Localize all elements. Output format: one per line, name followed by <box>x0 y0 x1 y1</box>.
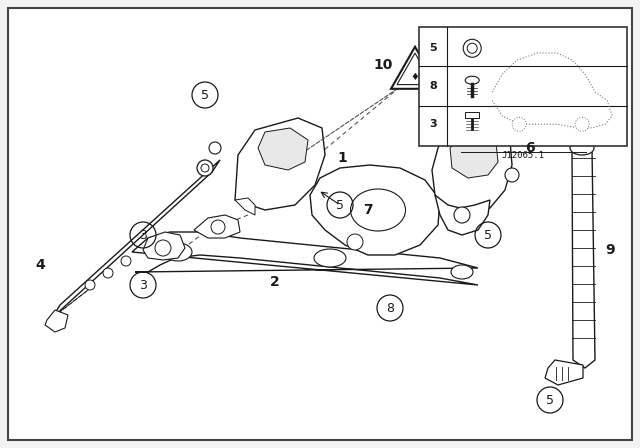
Text: 3: 3 <box>429 119 437 129</box>
Bar <box>419 27 627 146</box>
Text: 4: 4 <box>35 258 45 272</box>
Text: 2: 2 <box>270 275 280 289</box>
Circle shape <box>155 240 171 256</box>
Text: 8: 8 <box>429 81 437 91</box>
Polygon shape <box>143 232 185 260</box>
Text: 5: 5 <box>201 89 209 102</box>
Circle shape <box>575 117 589 131</box>
Text: 7: 7 <box>363 203 373 217</box>
Circle shape <box>463 39 481 57</box>
Text: 5: 5 <box>484 228 492 241</box>
Circle shape <box>211 220 225 234</box>
Circle shape <box>209 142 221 154</box>
Circle shape <box>454 207 470 223</box>
Ellipse shape <box>314 249 346 267</box>
Text: 3: 3 <box>139 228 147 241</box>
Polygon shape <box>235 198 255 215</box>
Bar <box>465 112 479 118</box>
Ellipse shape <box>451 265 473 279</box>
Polygon shape <box>435 195 490 235</box>
Text: 6: 6 <box>525 141 535 155</box>
Text: 5: 5 <box>336 198 344 211</box>
Circle shape <box>347 234 363 250</box>
Circle shape <box>512 117 526 131</box>
Text: 8: 8 <box>386 302 394 314</box>
Polygon shape <box>310 165 440 255</box>
Circle shape <box>197 160 213 176</box>
Circle shape <box>103 268 113 278</box>
Text: J12065.1: J12065.1 <box>502 151 545 160</box>
Text: ♦: ♦ <box>411 72 419 82</box>
Circle shape <box>201 164 209 172</box>
Polygon shape <box>432 122 512 215</box>
Polygon shape <box>235 118 325 210</box>
Circle shape <box>505 168 519 182</box>
Polygon shape <box>132 232 478 285</box>
Text: 1: 1 <box>337 151 347 165</box>
Polygon shape <box>450 132 498 178</box>
Ellipse shape <box>570 141 594 155</box>
Polygon shape <box>391 47 439 89</box>
Polygon shape <box>45 310 68 332</box>
Circle shape <box>85 280 95 290</box>
Ellipse shape <box>351 189 406 231</box>
Text: 9: 9 <box>605 243 615 257</box>
Text: 3: 3 <box>139 279 147 292</box>
Ellipse shape <box>465 76 479 84</box>
Text: 10: 10 <box>373 58 393 72</box>
Polygon shape <box>194 215 240 238</box>
Text: 5: 5 <box>546 393 554 406</box>
Circle shape <box>467 43 477 53</box>
Ellipse shape <box>164 243 192 261</box>
Polygon shape <box>52 160 220 318</box>
Polygon shape <box>545 360 583 385</box>
Circle shape <box>121 256 131 266</box>
Polygon shape <box>258 128 308 170</box>
Polygon shape <box>572 142 595 368</box>
Text: 5: 5 <box>429 43 437 53</box>
